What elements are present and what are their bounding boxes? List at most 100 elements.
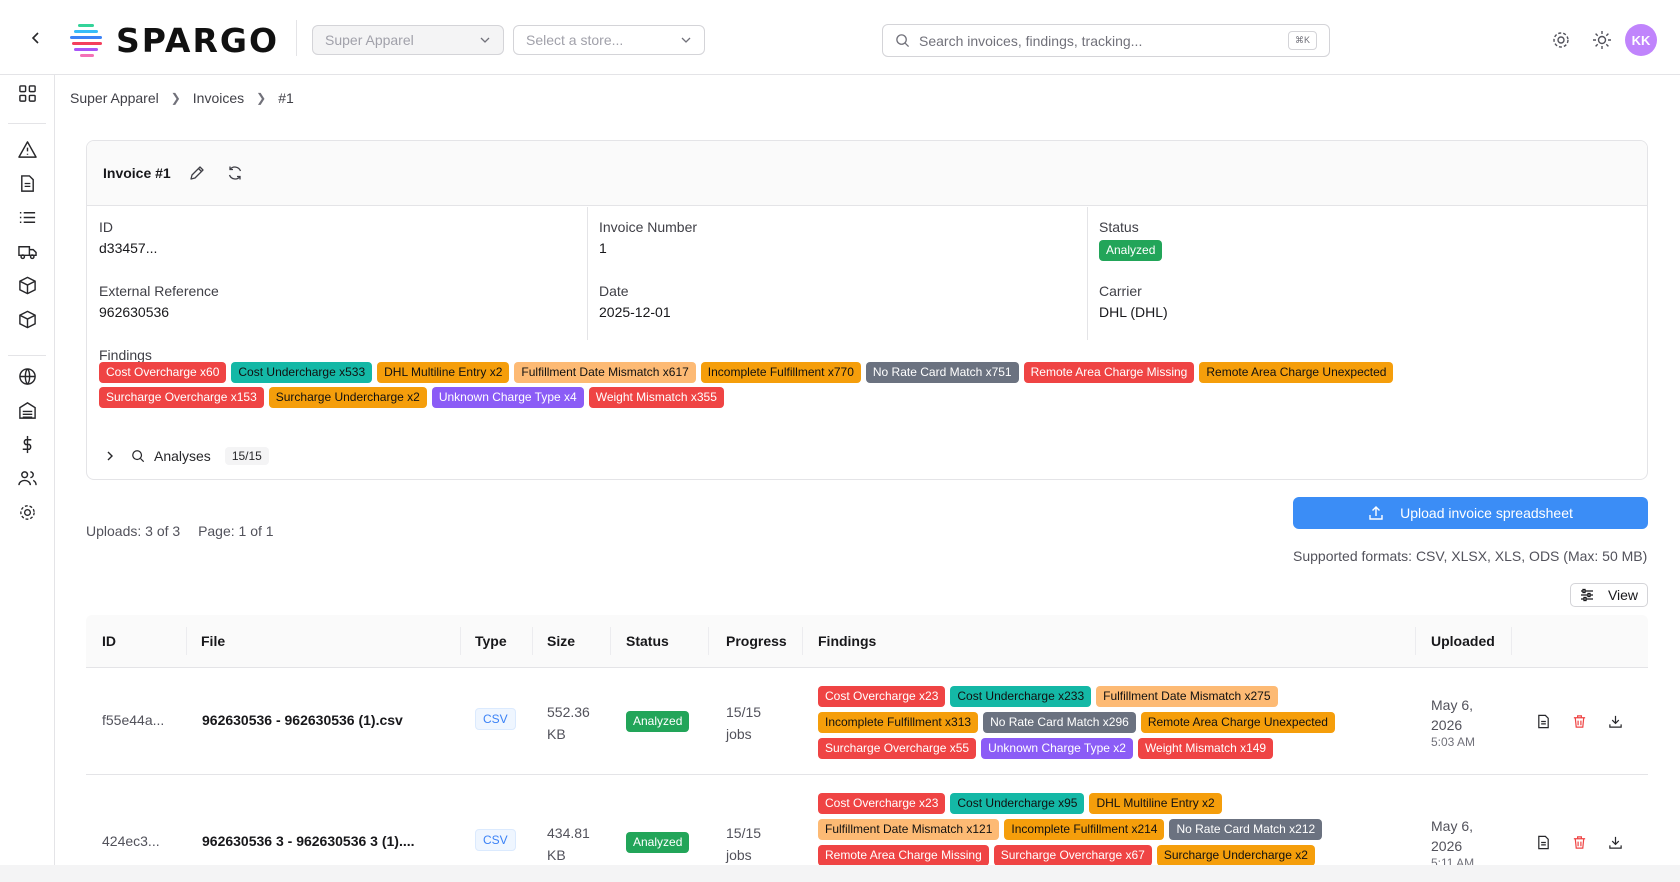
finding-badge[interactable]: No Rate Card Match x296 bbox=[983, 712, 1136, 733]
finding-badge[interactable]: Remote Area Charge Missing bbox=[1023, 362, 1195, 383]
upload-icon bbox=[1369, 506, 1383, 520]
file-text-icon[interactable] bbox=[1536, 835, 1551, 850]
finding-badge[interactable]: Incomplete Fulfillment x313 bbox=[818, 712, 979, 733]
pencil-icon[interactable] bbox=[189, 165, 205, 181]
column-header-type[interactable]: Type bbox=[475, 633, 507, 649]
finding-badge[interactable]: Surcharge Undercharge x2 bbox=[268, 387, 427, 408]
finding-badge[interactable]: Surcharge Overcharge x55 bbox=[818, 738, 977, 759]
column-header-file[interactable]: File bbox=[201, 633, 226, 649]
row-id: f55e44a... bbox=[102, 712, 165, 728]
column-divider bbox=[1087, 207, 1088, 340]
trash-icon[interactable] bbox=[1572, 714, 1587, 729]
users-icon[interactable] bbox=[18, 469, 37, 488]
organization-select-value: Super Apparel bbox=[325, 32, 414, 48]
avatar[interactable]: KK bbox=[1625, 24, 1657, 56]
date-label: Date bbox=[599, 283, 629, 299]
download-icon[interactable] bbox=[1608, 835, 1623, 850]
column-header-status[interactable]: Status bbox=[626, 633, 669, 649]
finding-badge[interactable]: Cost Overcharge x60 bbox=[99, 362, 227, 383]
row-uploaded-year: 2026 bbox=[1431, 838, 1463, 854]
finding-badge[interactable]: Cost Undercharge x95 bbox=[950, 793, 1085, 814]
analyses-toggle[interactable]: Analyses 15/15 bbox=[103, 447, 269, 465]
finding-badge[interactable]: Fulfillment Date Mismatch x275 bbox=[1096, 686, 1278, 707]
table-row[interactable]: 424ec3... 962630536 3 - 962630536 3 (1).… bbox=[86, 775, 1648, 865]
finding-badge[interactable]: No Rate Card Match x751 bbox=[865, 362, 1019, 383]
globe-icon[interactable] bbox=[18, 367, 37, 386]
finding-badge[interactable]: Remote Area Charge Missing bbox=[818, 845, 989, 865]
list-icon[interactable] bbox=[18, 208, 37, 227]
finding-badge[interactable]: DHL Multiline Entry x2 bbox=[377, 362, 510, 383]
finding-badge[interactable]: Cost Undercharge x533 bbox=[231, 362, 373, 383]
finding-badge[interactable]: Surcharge Undercharge x2 bbox=[1156, 845, 1315, 865]
row-size-value: 434.81 bbox=[547, 825, 590, 841]
field-external-reference: External Reference 962630536 bbox=[99, 283, 219, 320]
organization-select[interactable]: Super Apparel bbox=[312, 25, 504, 55]
row-progress-value: 15/15 bbox=[726, 704, 762, 720]
logo[interactable]: SPARGO bbox=[70, 21, 279, 60]
gear-icon[interactable] bbox=[1551, 30, 1571, 50]
finding-badge[interactable]: Weight Mismatch x355 bbox=[588, 387, 724, 408]
finding-badge[interactable]: Surcharge Overcharge x67 bbox=[993, 845, 1152, 865]
finding-badge[interactable]: Unknown Charge Type x2 bbox=[981, 738, 1133, 759]
status-badge: Analyzed bbox=[626, 832, 690, 853]
store-select[interactable]: Select a store... bbox=[513, 25, 705, 55]
row-progress-unit: jobs bbox=[726, 847, 752, 863]
finding-badge[interactable]: DHL Multiline Entry x2 bbox=[1089, 793, 1222, 814]
dollar-icon[interactable] bbox=[18, 435, 37, 454]
box-icon[interactable] bbox=[18, 310, 37, 329]
package-icon[interactable] bbox=[18, 276, 37, 295]
warehouse-icon[interactable] bbox=[18, 401, 37, 420]
row-size-unit: KB bbox=[547, 726, 566, 742]
finding-badge[interactable]: Incomplete Fulfillment x214 bbox=[1004, 819, 1165, 840]
invoice-number-label: Invoice Number bbox=[599, 219, 698, 235]
finding-badge[interactable]: Fulfillment Date Mismatch x617 bbox=[514, 362, 696, 383]
column-header-findings[interactable]: Findings bbox=[818, 633, 877, 649]
finding-badge[interactable]: Unknown Charge Type x4 bbox=[431, 387, 584, 408]
row-uploaded-time: 5:03 AM bbox=[1431, 735, 1476, 749]
finding-badge[interactable]: No Rate Card Match x212 bbox=[1169, 819, 1323, 840]
upload-button-label: Upload invoice spreadsheet bbox=[1400, 505, 1573, 521]
table-row[interactable]: f55e44a... 962630536 - 962630536 (1).csv… bbox=[86, 668, 1648, 775]
alert-triangle-icon[interactable] bbox=[18, 140, 37, 159]
file-text-icon[interactable] bbox=[1536, 714, 1551, 729]
trash-icon[interactable] bbox=[1572, 835, 1587, 850]
file-type-badge: CSV bbox=[475, 829, 516, 851]
column-header-id[interactable]: ID bbox=[102, 633, 116, 649]
row-file[interactable]: 962630536 3 - 962630536 3 (1).... bbox=[202, 833, 415, 849]
breadcrumb-invoices[interactable]: Invoices bbox=[192, 90, 245, 106]
logo-mark-icon bbox=[70, 24, 102, 57]
column-header-uploaded[interactable]: Uploaded bbox=[1431, 633, 1495, 649]
sidebar-divider bbox=[8, 123, 46, 124]
row-file[interactable]: 962630536 - 962630536 (1).csv bbox=[202, 712, 403, 728]
document-icon[interactable] bbox=[18, 174, 37, 193]
finding-badge[interactable]: Cost Overcharge x23 bbox=[818, 686, 946, 707]
finding-badge[interactable]: Fulfillment Date Mismatch x121 bbox=[818, 819, 1000, 840]
upload-invoice-button[interactable]: Upload invoice spreadsheet bbox=[1293, 497, 1648, 529]
column-header-progress[interactable]: Progress bbox=[726, 633, 787, 649]
column-header-size[interactable]: Size bbox=[547, 633, 576, 649]
finding-badge[interactable]: Weight Mismatch x149 bbox=[1137, 738, 1274, 759]
uploads-table: ID File Type Size Status Progress Findin… bbox=[86, 615, 1648, 865]
settings-icon[interactable] bbox=[18, 503, 37, 522]
finding-badge[interactable]: Cost Undercharge x233 bbox=[950, 686, 1092, 707]
refresh-icon[interactable] bbox=[227, 165, 243, 181]
dashboard-grid-icon[interactable] bbox=[18, 84, 37, 103]
search-input[interactable]: Search invoices, findings, tracking... ⌘… bbox=[882, 24, 1330, 57]
view-options-button[interactable]: View bbox=[1570, 583, 1648, 607]
download-icon[interactable] bbox=[1608, 714, 1623, 729]
external-reference-value: 962630536 bbox=[99, 304, 170, 320]
uploads-page: Page: 1 of 1 bbox=[198, 523, 274, 539]
chevron-left-icon[interactable] bbox=[28, 30, 44, 46]
finding-badge[interactable]: Cost Overcharge x23 bbox=[818, 793, 946, 814]
row-id: 424ec3... bbox=[102, 833, 160, 849]
invoice-number-value: 1 bbox=[599, 240, 607, 256]
finding-badge[interactable]: Incomplete Fulfillment x770 bbox=[700, 362, 861, 383]
finding-badge[interactable]: Remote Area Charge Unexpected bbox=[1140, 712, 1335, 733]
row-size-unit: KB bbox=[547, 847, 566, 863]
sun-icon[interactable] bbox=[1592, 30, 1612, 50]
truck-icon[interactable] bbox=[18, 242, 37, 261]
breadcrumb-org[interactable]: Super Apparel bbox=[70, 90, 159, 106]
finding-badge[interactable]: Remote Area Charge Unexpected bbox=[1199, 362, 1394, 383]
row-findings: Cost Overcharge x23 Cost Undercharge x23… bbox=[818, 686, 1408, 759]
finding-badge[interactable]: Surcharge Overcharge x153 bbox=[99, 387, 264, 408]
